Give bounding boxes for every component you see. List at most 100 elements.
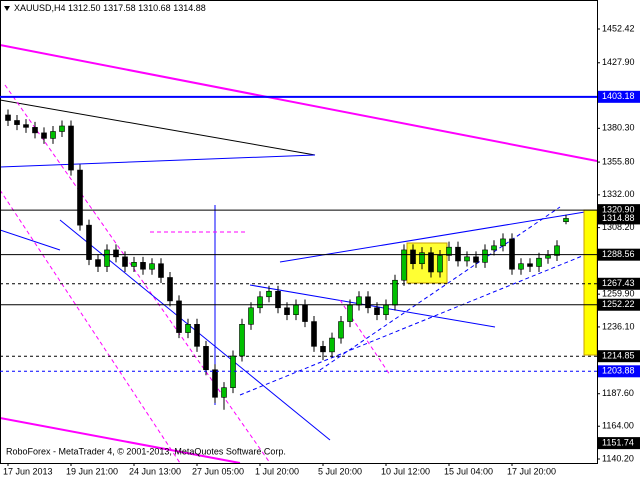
header: XAUUSD,H4 1312.50 1317.58 1310.68 1314.8… bbox=[4, 3, 206, 13]
channel-line bbox=[239, 249, 598, 396]
candle-body bbox=[455, 246, 461, 262]
candle-body bbox=[293, 304, 299, 315]
level-label-bg bbox=[598, 437, 640, 450]
trend-line bbox=[0, 417, 241, 464]
candle-body bbox=[464, 256, 470, 262]
y-tick-label: 1380.30 bbox=[602, 123, 635, 133]
x-tick-label: 17 Jul 20:00 bbox=[507, 466, 556, 476]
y-tick-label: 1164.00 bbox=[602, 421, 634, 431]
candle-body bbox=[320, 346, 326, 353]
candle-body bbox=[104, 249, 110, 267]
x-tick-label: 10 Jul 12:00 bbox=[381, 466, 430, 476]
level-label: 1214.85 bbox=[602, 351, 635, 361]
candle-body bbox=[509, 238, 515, 270]
level-label-bg bbox=[598, 277, 640, 290]
candle-body bbox=[437, 255, 443, 273]
x-tick-label: 27 Jun 05:00 bbox=[192, 466, 244, 476]
candle-body bbox=[122, 256, 128, 267]
candle-body bbox=[131, 262, 137, 267]
y-tick-label: 1332.00 bbox=[602, 189, 635, 199]
level-label-bg bbox=[598, 298, 640, 311]
candle-body bbox=[374, 307, 380, 315]
candle-body bbox=[365, 296, 371, 309]
candle-body bbox=[140, 262, 146, 270]
y-tick-label: 1236.10 bbox=[602, 321, 635, 331]
footer: RoboForex - MetaTrader 4, © 2001-2013, M… bbox=[6, 446, 286, 456]
candle-body bbox=[59, 125, 65, 132]
candle-body bbox=[518, 263, 524, 270]
candle-body bbox=[167, 277, 173, 302]
level-label-bg bbox=[598, 90, 640, 103]
candle-body bbox=[149, 263, 155, 270]
low: 1310.68 bbox=[138, 3, 171, 13]
level-label: 1151.74 bbox=[602, 437, 634, 447]
candle-body bbox=[338, 321, 344, 339]
candle-body bbox=[95, 259, 101, 267]
candle-body bbox=[284, 307, 290, 315]
y-tick-label: 1259.90 bbox=[602, 289, 635, 299]
candle-body bbox=[275, 290, 281, 309]
y-tick-label: 1187.60 bbox=[602, 388, 634, 398]
candle-body bbox=[473, 256, 479, 263]
level-label: 1314.88 bbox=[602, 213, 635, 223]
x-tick-label: 24 Jun 13:00 bbox=[129, 466, 181, 476]
candle-body bbox=[239, 324, 245, 357]
candle-body bbox=[212, 369, 218, 398]
candle-body bbox=[500, 238, 506, 247]
channel-line bbox=[0, 189, 181, 464]
candle-body bbox=[5, 114, 11, 121]
candle-body bbox=[77, 169, 83, 226]
y-tick-label: 1355.80 bbox=[602, 156, 635, 166]
x-tick-label: 17 Jun 2013 bbox=[3, 466, 53, 476]
x-tick-label: 19 Jun 21:00 bbox=[66, 466, 118, 476]
level-label: 1252.22 bbox=[602, 299, 635, 309]
candle-body bbox=[482, 249, 488, 263]
level-label: 1288.56 bbox=[602, 249, 635, 259]
y-tick-label: 1308.20 bbox=[602, 222, 635, 232]
candle-body bbox=[356, 296, 362, 306]
candle-body bbox=[248, 307, 254, 325]
symbol: XAUUSD,H4 bbox=[14, 3, 66, 13]
candle-body bbox=[329, 337, 335, 353]
trend-line bbox=[0, 99, 316, 156]
candle-body bbox=[230, 355, 236, 388]
candle-body bbox=[554, 245, 560, 256]
plot-area bbox=[5, 109, 569, 410]
header-quote: XAUUSD,H4 1312.50 1317.58 1310.68 1314.8… bbox=[14, 3, 206, 13]
x-tick-label: 1 Jul 20:00 bbox=[255, 466, 299, 476]
candle-body bbox=[311, 321, 317, 347]
candle-body bbox=[50, 131, 56, 139]
level-label-bg bbox=[598, 365, 640, 378]
close: 1314.88 bbox=[173, 3, 206, 13]
candle-body bbox=[203, 346, 209, 371]
candle-body bbox=[194, 324, 200, 347]
candle-body bbox=[527, 263, 533, 267]
candle-body bbox=[176, 300, 182, 333]
candle-body bbox=[536, 257, 542, 267]
x-tick-label: 5 Jul 20:00 bbox=[318, 466, 362, 476]
candle-body bbox=[446, 246, 452, 256]
candle-body bbox=[86, 224, 92, 260]
level-label-bg bbox=[598, 350, 640, 363]
x-tick-label: 15 Jul 04:00 bbox=[444, 466, 493, 476]
level-label: 1203.88 bbox=[602, 366, 635, 376]
candle-body bbox=[266, 290, 272, 298]
candle-body bbox=[158, 263, 164, 278]
candle-body bbox=[41, 132, 47, 139]
y-tick-label: 1140.20 bbox=[602, 453, 634, 463]
candle-body bbox=[491, 245, 497, 251]
channel-line bbox=[319, 206, 561, 371]
level-label: 1403.18 bbox=[602, 91, 635, 101]
zone bbox=[583, 209, 598, 356]
trend-line bbox=[0, 229, 61, 251]
header-icon bbox=[4, 6, 10, 11]
trend-line bbox=[0, 44, 598, 162]
level-label: 1320.90 bbox=[602, 205, 635, 215]
candle-body bbox=[419, 252, 425, 265]
candle-body bbox=[221, 387, 227, 398]
level-label-bg bbox=[598, 212, 640, 225]
level-label-bg bbox=[598, 248, 640, 261]
trend-line bbox=[0, 154, 316, 168]
candle-body bbox=[401, 249, 407, 281]
